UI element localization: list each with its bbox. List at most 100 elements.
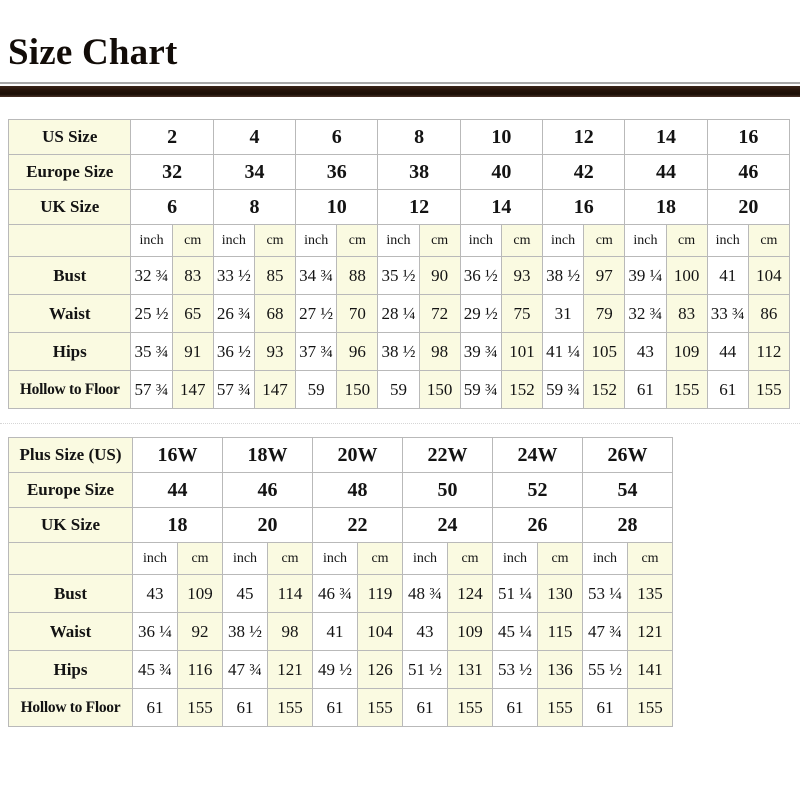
measurement-inch: 35 ¾ [130, 332, 173, 371]
measurement-cm: 150 [336, 370, 379, 409]
title-thin-rule [0, 82, 800, 84]
measurement-cm: 131 [447, 650, 493, 689]
measurement-inch: 33 ½ [212, 256, 255, 295]
size-value: 18 [624, 189, 708, 225]
measurement-cm: 88 [336, 256, 379, 295]
measurement-inch: 36 ½ [212, 332, 255, 371]
measurement-inch: 34 ¾ [295, 256, 338, 295]
size-value: 12 [542, 119, 626, 155]
size-value: 6 [295, 119, 379, 155]
measurement-inch: 61 [312, 688, 358, 727]
measurement-inch: 41 ¼ [542, 332, 585, 371]
measurement-inch: 41 [312, 612, 358, 651]
measurement-inch: 53 ¼ [582, 574, 628, 613]
measurement-inch: 38 ½ [542, 256, 585, 295]
measurement-cm: 68 [253, 294, 297, 333]
measurement-cm: 109 [177, 574, 223, 613]
size-value: 16 [542, 189, 626, 225]
size-value: 42 [542, 154, 626, 190]
standard-size-table-block: US Size 2 4 6 8 10 12 14 16 Europe Size 32 34 36 38 40… [0, 119, 800, 409]
plus-size-table-block: Plus Size (US) 16W 18W 20W 22W 24W 26W Europe S… [0, 437, 800, 727]
size-value: 18W [222, 437, 313, 473]
size-value: 50 [402, 472, 493, 508]
size-value: 40 [459, 154, 544, 190]
measurement-inch: 35 ½ [377, 256, 420, 295]
measurement-inch: 61 [132, 688, 178, 727]
measurement-inch: 48 ¾ [402, 574, 448, 613]
measurement-cm: 147 [253, 370, 297, 409]
measurement-inch: 38 ½ [222, 612, 268, 651]
size-value: 4 [212, 119, 297, 155]
measurement-cm: 155 [627, 688, 673, 727]
size-value: 16W [132, 437, 223, 473]
measurement-cm: 98 [267, 612, 313, 651]
size-value: 46 [222, 472, 313, 508]
size-value: 6 [130, 189, 214, 225]
measurement-inch: 36 ½ [459, 256, 502, 295]
size-value: 44 [624, 154, 708, 190]
measurement-inch: 55 ½ [582, 650, 628, 689]
measurement-inch: 61 [624, 370, 667, 409]
measurement-inch: 59 [377, 370, 420, 409]
measurement-inch: 59 ¾ [459, 370, 502, 409]
unit-header-cm: cm [627, 542, 673, 575]
size-value: 46 [706, 154, 791, 190]
measurement-cm: 121 [267, 650, 313, 689]
measurement-cm: 96 [336, 332, 379, 371]
measurement-cm: 155 [177, 688, 223, 727]
measurement-inch: 59 [295, 370, 338, 409]
measurement-inch: 61 [222, 688, 268, 727]
measurement-cm: 155 [267, 688, 313, 727]
measurement-cm: 104 [747, 256, 791, 295]
size-value: 38 [377, 154, 461, 190]
table-row: inch cm inch cm inch cm inch cm inch cm inch cm inch… [7, 224, 791, 257]
measurement-inch: 61 [492, 688, 538, 727]
measurement-cm: 136 [537, 650, 583, 689]
table-row: Hips 45 ¾ 116 47 ¾ 121 49 ½ 126 51 ½ 131 53 ½ 136 5… [8, 650, 673, 689]
size-value: 36 [295, 154, 379, 190]
unit-header-inch: inch [492, 542, 538, 575]
measurement-inch: 29 ½ [459, 294, 502, 333]
unit-row-blank [7, 224, 132, 257]
measurement-cm: 112 [747, 332, 791, 371]
plus-size-table: Plus Size (US) 16W 18W 20W 22W 24W 26W Europe S… [8, 437, 673, 727]
row-label: Hips [7, 332, 132, 371]
unit-header-cm: cm [171, 224, 214, 257]
size-value: 8 [212, 189, 297, 225]
measurement-cm: 109 [447, 612, 493, 651]
size-value: 52 [492, 472, 583, 508]
size-value: 20 [222, 507, 313, 543]
measurement-cm: 109 [665, 332, 708, 371]
size-value: 18 [132, 507, 223, 543]
measurement-inch: 61 [706, 370, 749, 409]
table-row: inch cm inch cm inch cm inch cm inch cm inch cm [8, 542, 673, 575]
measurement-inch: 33 ¾ [706, 294, 749, 333]
unit-header-inch: inch [222, 542, 268, 575]
measurement-inch: 36 ¼ [132, 612, 178, 651]
measurement-inch: 44 [706, 332, 749, 371]
measurement-cm: 98 [418, 332, 461, 371]
unit-header-inch: inch [542, 224, 585, 257]
row-label: Bust [7, 256, 132, 295]
measurement-inch: 59 ¾ [542, 370, 585, 409]
unit-header-inch: inch [377, 224, 420, 257]
measurement-inch: 47 ¾ [582, 612, 628, 651]
size-value: 22 [312, 507, 403, 543]
measurement-inch: 53 ½ [492, 650, 538, 689]
measurement-cm: 152 [500, 370, 544, 409]
table-row: Europe Size 32 34 36 38 40 42 44 46 [7, 154, 791, 190]
measurement-inch: 39 ¾ [459, 332, 502, 371]
measurement-inch: 25 ½ [130, 294, 173, 333]
size-value: 54 [582, 472, 673, 508]
measurement-inch: 47 ¾ [222, 650, 268, 689]
row-label: Hollow to Floor [8, 688, 133, 727]
table-row: Waist 36 ¼ 92 38 ½ 98 41 104 43 109 45 ¼ 115 47 ¾ 12… [8, 612, 673, 651]
row-label: Waist [7, 294, 132, 333]
table-row: UK Size 6 8 10 12 14 16 18 20 [7, 189, 791, 225]
table-row: Hollow to Floor 61 155 61 155 61 155 61 155 61 155… [8, 688, 673, 727]
unit-header-cm: cm [177, 542, 223, 575]
unit-header-inch: inch [312, 542, 358, 575]
row-label: UK Size [7, 189, 132, 225]
